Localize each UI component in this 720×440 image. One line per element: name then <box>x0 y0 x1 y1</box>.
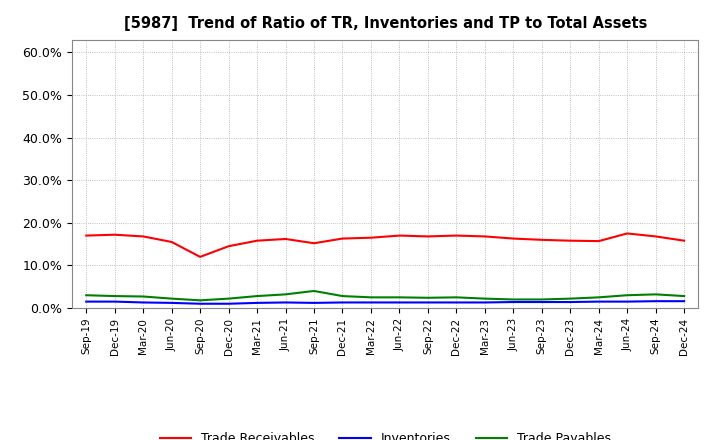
Inventories <box>623 299 631 304</box>
Trade Payables <box>509 297 518 302</box>
Inventories <box>537 299 546 304</box>
Trade Receivables <box>537 237 546 242</box>
Trade Payables <box>82 293 91 298</box>
Trade Payables <box>537 297 546 302</box>
Inventories <box>167 300 176 305</box>
Trade Receivables <box>595 238 603 244</box>
Trade Payables <box>623 293 631 298</box>
Inventories <box>366 300 375 305</box>
Trade Receivables <box>423 234 432 239</box>
Inventories <box>253 300 261 305</box>
Trade Receivables <box>110 232 119 237</box>
Trade Receivables <box>282 236 290 242</box>
Trade Receivables <box>82 233 91 238</box>
Title: [5987]  Trend of Ratio of TR, Inventories and TP to Total Assets: [5987] Trend of Ratio of TR, Inventories… <box>124 16 647 32</box>
Trade Receivables <box>139 234 148 239</box>
Trade Payables <box>480 296 489 301</box>
Trade Payables <box>282 292 290 297</box>
Inventories <box>652 299 660 304</box>
Trade Payables <box>595 295 603 300</box>
Trade Payables <box>366 295 375 300</box>
Line: Inventories: Inventories <box>86 301 684 304</box>
Trade Receivables <box>652 234 660 239</box>
Inventories <box>452 300 461 305</box>
Inventories <box>282 300 290 305</box>
Trade Receivables <box>566 238 575 243</box>
Trade Receivables <box>225 244 233 249</box>
Trade Payables <box>167 296 176 301</box>
Inventories <box>196 301 204 306</box>
Trade Receivables <box>623 231 631 236</box>
Inventories <box>680 299 688 304</box>
Inventories <box>225 301 233 306</box>
Inventories <box>423 300 432 305</box>
Trade Payables <box>395 295 404 300</box>
Trade Payables <box>139 294 148 299</box>
Inventories <box>338 300 347 305</box>
Trade Receivables <box>680 238 688 243</box>
Trade Payables <box>452 295 461 300</box>
Legend: Trade Receivables, Inventories, Trade Payables: Trade Receivables, Inventories, Trade Pa… <box>155 427 616 440</box>
Inventories <box>110 299 119 304</box>
Trade Receivables <box>509 236 518 241</box>
Trade Payables <box>196 298 204 303</box>
Inventories <box>509 299 518 304</box>
Trade Receivables <box>395 233 404 238</box>
Trade Payables <box>423 295 432 301</box>
Trade Payables <box>652 292 660 297</box>
Trade Receivables <box>196 254 204 260</box>
Trade Payables <box>253 293 261 299</box>
Trade Receivables <box>167 239 176 245</box>
Inventories <box>139 300 148 305</box>
Line: Trade Payables: Trade Payables <box>86 291 684 301</box>
Inventories <box>566 299 575 304</box>
Trade Payables <box>566 296 575 301</box>
Trade Payables <box>225 296 233 301</box>
Trade Payables <box>680 293 688 299</box>
Inventories <box>595 299 603 304</box>
Trade Receivables <box>480 234 489 239</box>
Trade Receivables <box>366 235 375 240</box>
Trade Payables <box>310 288 318 293</box>
Trade Payables <box>110 293 119 299</box>
Inventories <box>310 300 318 305</box>
Inventories <box>395 300 404 305</box>
Trade Payables <box>338 293 347 299</box>
Line: Trade Receivables: Trade Receivables <box>86 234 684 257</box>
Trade Receivables <box>452 233 461 238</box>
Inventories <box>480 300 489 305</box>
Trade Receivables <box>310 241 318 246</box>
Trade Receivables <box>338 236 347 241</box>
Trade Receivables <box>253 238 261 243</box>
Inventories <box>82 299 91 304</box>
